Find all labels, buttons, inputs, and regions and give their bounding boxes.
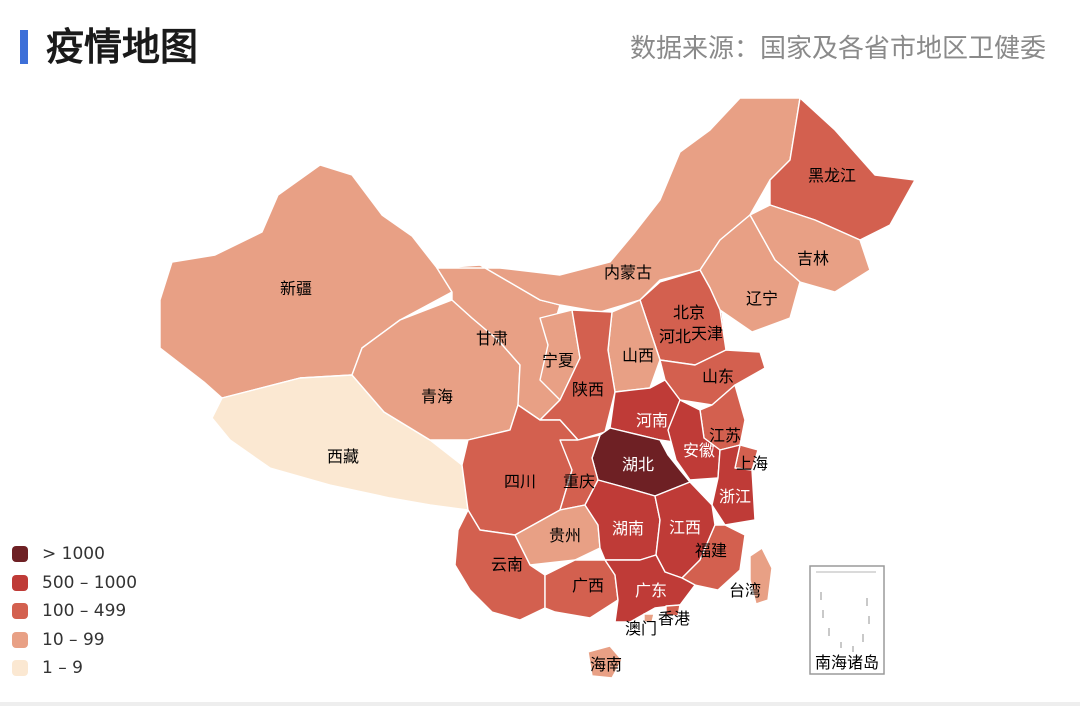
province-label-shanxi: 山西 (622, 346, 654, 365)
province-label-jiangxi: 江西 (669, 518, 701, 537)
legend-item: 500 – 1000 (12, 569, 137, 598)
province-label-xinjiang: 新疆 (280, 279, 312, 298)
province-xianggang[interactable] (665, 604, 681, 617)
province-label-jilin: 吉林 (797, 249, 829, 268)
legend-item: > 1000 (12, 540, 137, 569)
province-label-guangdong: 广东 (635, 581, 667, 600)
legend-item: 10 – 99 (12, 626, 137, 655)
province-label-qinghai: 青海 (421, 387, 453, 406)
province-label-gansu: 甘肃 (476, 329, 508, 348)
province-label-beijing: 北京 (673, 303, 705, 322)
province-label-fujian: 福建 (695, 541, 727, 560)
map-legend: > 1000 500 – 1000 100 – 499 10 – 99 1 – … (12, 540, 137, 683)
province-label-hainan: 海南 (590, 655, 622, 674)
title-accent-bar (20, 30, 28, 64)
province-label-shanghai: 上海 (736, 454, 768, 473)
province-label-xizang: 西藏 (327, 447, 359, 466)
legend-swatch (12, 574, 28, 591)
legend-label: 500 – 1000 (42, 572, 138, 593)
province-zhejiang[interactable] (711, 444, 756, 526)
inset-label: 南海诸岛 (815, 653, 879, 672)
province-label-heilongjiang: 黑龙江 (808, 166, 856, 185)
province-label-xianggang: 香港 (658, 609, 690, 628)
province-label-sichuan: 四川 (504, 472, 536, 491)
province-label-aomen: 澳门 (625, 619, 657, 638)
legend-label: 10 – 99 (42, 629, 105, 650)
province-label-zhejiang: 浙江 (719, 487, 751, 506)
province-aomen[interactable] (643, 613, 655, 623)
province-label-neimenggu: 内蒙古 (604, 263, 652, 282)
province-label-jiangsu: 江苏 (709, 426, 741, 445)
province-label-shandong: 山东 (702, 367, 734, 386)
province-label-liaoning: 辽宁 (746, 289, 778, 308)
province-label-chongqing: 重庆 (563, 472, 595, 491)
data-source-note: 数据来源：国家及各省市地区卫健委 (629, 34, 1046, 64)
province-label-hubei: 湖北 (622, 455, 654, 474)
south-china-sea-inset: 南海诸岛 (809, 565, 885, 675)
legend-item: 100 – 499 (12, 597, 137, 626)
province-taiwan[interactable] (749, 547, 773, 605)
province-yunnan[interactable] (454, 509, 546, 621)
legend-label: 100 – 499 (42, 601, 127, 622)
province-label-henan: 河南 (636, 411, 668, 430)
page-title: 疫情地图 (46, 25, 199, 69)
legend-swatch (12, 546, 28, 563)
legend-label: 1 – 9 (42, 658, 83, 679)
province-label-shaanxi: 陕西 (572, 380, 604, 399)
province-label-guangxi: 广西 (572, 576, 604, 595)
legend-item: 1 – 9 (12, 654, 137, 683)
province-label-yunnan: 云南 (491, 555, 523, 574)
legend-label: > 1000 (42, 544, 105, 565)
province-label-hebei: 河北 (659, 327, 691, 346)
page-header: 疫情地图 数据来源：国家及各省市地区卫健委 (0, 0, 1080, 90)
legend-swatch (12, 631, 28, 648)
legend-swatch (12, 660, 28, 677)
province-label-ningxia: 宁夏 (542, 351, 574, 370)
province-hainan[interactable] (587, 645, 623, 679)
province-label-taiwan: 台湾 (729, 581, 761, 600)
province-label-tianjin: 天津 (691, 324, 723, 343)
province-label-guizhou: 贵州 (549, 526, 581, 545)
province-label-hunan: 湖南 (612, 519, 644, 538)
bottom-divider (0, 702, 1080, 706)
province-label-anhui: 安徽 (683, 441, 715, 460)
legend-swatch (12, 603, 28, 620)
